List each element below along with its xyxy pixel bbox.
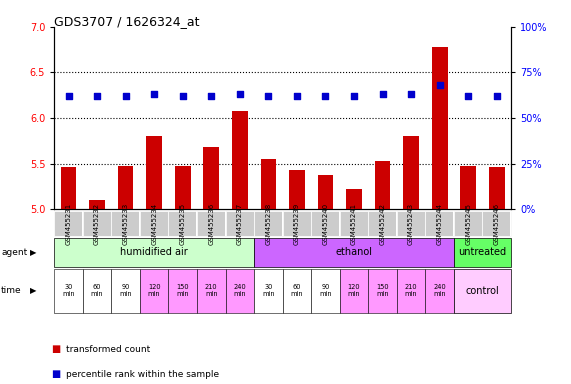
Text: untreated: untreated [459,247,506,258]
Text: GSM455244: GSM455244 [437,203,443,245]
Text: GSM455240: GSM455240 [323,203,328,245]
Point [292,93,301,99]
Text: GSM455234: GSM455234 [151,203,157,245]
Bar [460,166,476,384]
Text: time: time [1,286,22,295]
Point [321,93,330,99]
Bar [403,136,419,384]
Text: GSM455236: GSM455236 [208,202,214,245]
Text: 90
min: 90 min [119,285,132,297]
Text: GSM455241: GSM455241 [351,203,357,245]
Text: ethanol: ethanol [336,247,372,258]
Point [64,93,73,99]
Point [464,93,473,99]
Text: 120
min: 120 min [148,285,160,297]
Text: 210
min: 210 min [405,285,417,297]
Text: 240
min: 240 min [433,285,446,297]
Text: 150
min: 150 min [376,285,389,297]
Text: 150
min: 150 min [176,285,189,297]
Bar [289,170,305,384]
Point [178,93,187,99]
Point [264,93,273,99]
Bar [232,111,248,384]
Point [235,91,244,98]
Text: GSM455238: GSM455238 [266,202,271,245]
Text: GSM455239: GSM455239 [294,202,300,245]
Point [121,93,130,99]
Point [349,93,359,99]
Text: control: control [465,286,500,296]
Text: ▶: ▶ [30,286,36,295]
Point [378,91,387,98]
Text: 240
min: 240 min [234,285,246,297]
Text: GSM455233: GSM455233 [123,202,128,245]
Text: GSM455243: GSM455243 [408,203,414,245]
Text: agent: agent [1,248,27,257]
Bar [175,166,191,384]
Text: ■: ■ [51,369,61,379]
Text: 60
min: 60 min [91,285,103,297]
Point [407,91,416,98]
Bar [432,47,448,384]
Text: GDS3707 / 1626324_at: GDS3707 / 1626324_at [54,15,200,28]
Text: GSM455246: GSM455246 [494,203,500,245]
Text: 60
min: 60 min [291,285,303,297]
Point [435,82,444,88]
Bar [375,161,391,384]
Bar [317,175,333,384]
Text: GSM455245: GSM455245 [465,203,471,245]
Bar [260,159,276,384]
Text: GSM455231: GSM455231 [66,202,71,245]
Text: GSM455242: GSM455242 [380,203,385,245]
Bar [146,136,162,384]
Bar [346,189,362,384]
Text: 210
min: 210 min [205,285,218,297]
Bar [489,167,505,384]
Text: 90
min: 90 min [319,285,332,297]
Bar [89,200,105,384]
Text: GSM455235: GSM455235 [180,203,186,245]
Text: GSM455232: GSM455232 [94,203,100,245]
Text: percentile rank within the sample: percentile rank within the sample [66,370,219,379]
Text: GSM455237: GSM455237 [237,202,243,245]
Text: humidified air: humidified air [120,247,188,258]
Bar [118,166,134,384]
Point [93,93,102,99]
Text: 30
min: 30 min [62,285,75,297]
Point [150,91,159,98]
Point [492,93,501,99]
Text: 30
min: 30 min [262,285,275,297]
Bar [61,167,77,384]
Text: 120
min: 120 min [348,285,360,297]
Bar [203,147,219,384]
Point [207,93,216,99]
Text: ■: ■ [51,344,61,354]
Text: transformed count: transformed count [66,345,150,354]
Text: ▶: ▶ [30,248,36,257]
